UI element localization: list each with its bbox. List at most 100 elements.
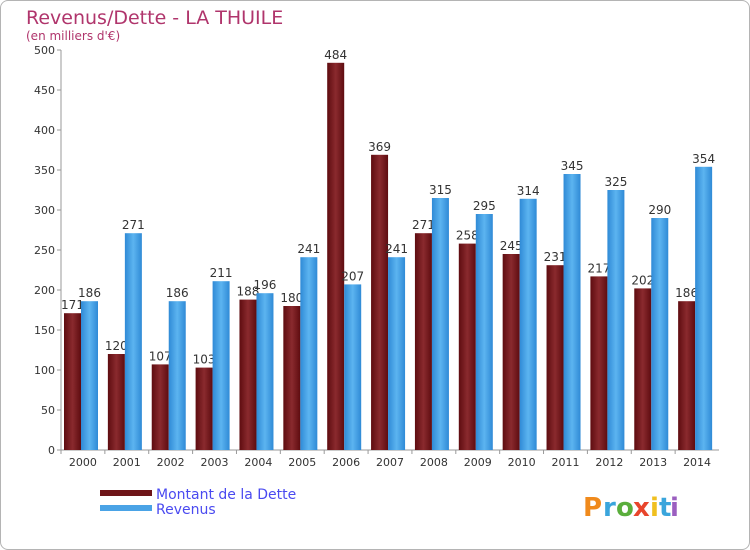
bar-debt [371, 154, 389, 451]
bar-revenus [651, 218, 669, 450]
y-tick-label: 450 [34, 84, 55, 97]
bar-debt [151, 364, 169, 450]
y-tick-label: 200 [34, 284, 55, 297]
x-tick-label: 2002 [157, 456, 185, 469]
data-label-revenus: 196 [254, 278, 277, 292]
bar-revenus [475, 214, 493, 450]
bar-revenus [388, 257, 406, 450]
data-label-debt: 103 [193, 353, 216, 367]
y-tick-label: 250 [34, 244, 55, 257]
data-label-revenus: 241 [297, 242, 320, 256]
data-label-revenus: 211 [210, 266, 233, 280]
bar-debt [678, 301, 696, 450]
bar-debt [502, 254, 520, 450]
x-tick-label: 2013 [639, 456, 667, 469]
x-tick-label: 2012 [595, 456, 623, 469]
x-tick-label: 2008 [420, 456, 448, 469]
chart-title: Revenus/Dette - LA THUILE [26, 7, 283, 29]
bar-revenus [344, 284, 362, 450]
data-label-revenus: 207 [341, 269, 364, 283]
y-tick-label: 400 [34, 124, 55, 137]
logo-letter: i [670, 493, 679, 523]
y-tick-label: 0 [48, 444, 55, 457]
data-label-revenus: 354 [692, 152, 715, 166]
bar-debt [458, 243, 476, 450]
x-tick-label: 2010 [508, 456, 536, 469]
data-label-revenus: 314 [517, 184, 540, 198]
bar-revenus [431, 198, 449, 450]
bar-debt [546, 265, 564, 450]
x-tick-label: 2001 [113, 456, 141, 469]
bar-debt [590, 276, 608, 450]
chart-subtitle: (en milliers d'€) [26, 29, 120, 43]
logo-letter: t [659, 493, 671, 523]
data-label-revenus: 315 [429, 183, 452, 197]
data-label-debt: 484 [324, 48, 347, 62]
bar-revenus [519, 198, 537, 450]
data-label-revenus: 325 [604, 175, 627, 189]
x-tick-label: 2011 [551, 456, 579, 469]
data-label-debt: 258 [456, 229, 479, 243]
legend-label-revenus: Revenus [156, 502, 216, 518]
bar-revenus [256, 293, 274, 450]
logo-letter: x [633, 493, 650, 523]
bar-revenus [300, 257, 318, 450]
logo-letter: i [650, 493, 659, 523]
y-tick-label: 350 [34, 164, 55, 177]
logo-letter: o [616, 493, 634, 523]
bar-debt [64, 313, 81, 450]
logo-letter: P [583, 493, 602, 523]
bar-revenus [168, 301, 186, 450]
x-tick-label: 2007 [376, 456, 404, 469]
data-label-debt: 188 [237, 285, 260, 299]
bar-debt [107, 354, 125, 450]
bar-debt [283, 306, 301, 450]
bar-revenus [563, 174, 581, 450]
y-tick-label: 50 [41, 404, 55, 417]
data-label-debt: 231 [544, 250, 567, 264]
data-label-revenus: 290 [648, 203, 671, 217]
data-label-debt: 120 [105, 339, 128, 353]
bar-debt [634, 288, 652, 450]
plot-area: 0501001502002503003504004505001711862000… [34, 44, 719, 469]
x-tick-label: 2009 [464, 456, 492, 469]
data-label-debt: 217 [587, 261, 610, 275]
legend-swatch-revenus [100, 505, 152, 511]
data-label-debt: 186 [675, 286, 698, 300]
data-label-revenus: 345 [561, 159, 584, 173]
bar-revenus [81, 301, 98, 450]
legend-swatch-debt [100, 490, 152, 496]
data-label-debt: 271 [412, 218, 435, 232]
bar-revenus [607, 190, 625, 450]
data-label-revenus: 186 [166, 286, 189, 300]
bar-debt [195, 367, 213, 450]
data-label-debt: 171 [61, 298, 84, 312]
x-tick-label: 2003 [201, 456, 229, 469]
data-label-debt: 107 [149, 349, 172, 363]
x-tick-label: 2006 [332, 456, 360, 469]
bar-revenus [695, 166, 713, 451]
bar-debt [327, 62, 345, 451]
x-tick-label: 2004 [244, 456, 272, 469]
logo-letter: r [603, 493, 616, 523]
data-label-revenus: 295 [473, 199, 496, 213]
y-tick-label: 100 [34, 364, 55, 377]
bar-revenus [124, 233, 142, 450]
bar-debt [239, 299, 257, 450]
bar-debt [414, 233, 432, 450]
data-label-revenus: 186 [78, 286, 101, 300]
legend-label-debt: Montant de la Dette [156, 487, 296, 503]
data-label-revenus: 271 [122, 218, 145, 232]
data-label-debt: 245 [500, 239, 523, 253]
x-tick-label: 2014 [683, 456, 711, 469]
bar-revenus [212, 281, 230, 450]
data-label-debt: 180 [280, 291, 303, 305]
data-label-revenus: 241 [385, 242, 408, 256]
y-tick-label: 150 [34, 324, 55, 337]
legend: Montant de la Dette Revenus [100, 487, 296, 518]
x-tick-label: 2005 [288, 456, 316, 469]
y-tick-label: 500 [34, 44, 55, 57]
x-tick-label: 2000 [69, 456, 97, 469]
